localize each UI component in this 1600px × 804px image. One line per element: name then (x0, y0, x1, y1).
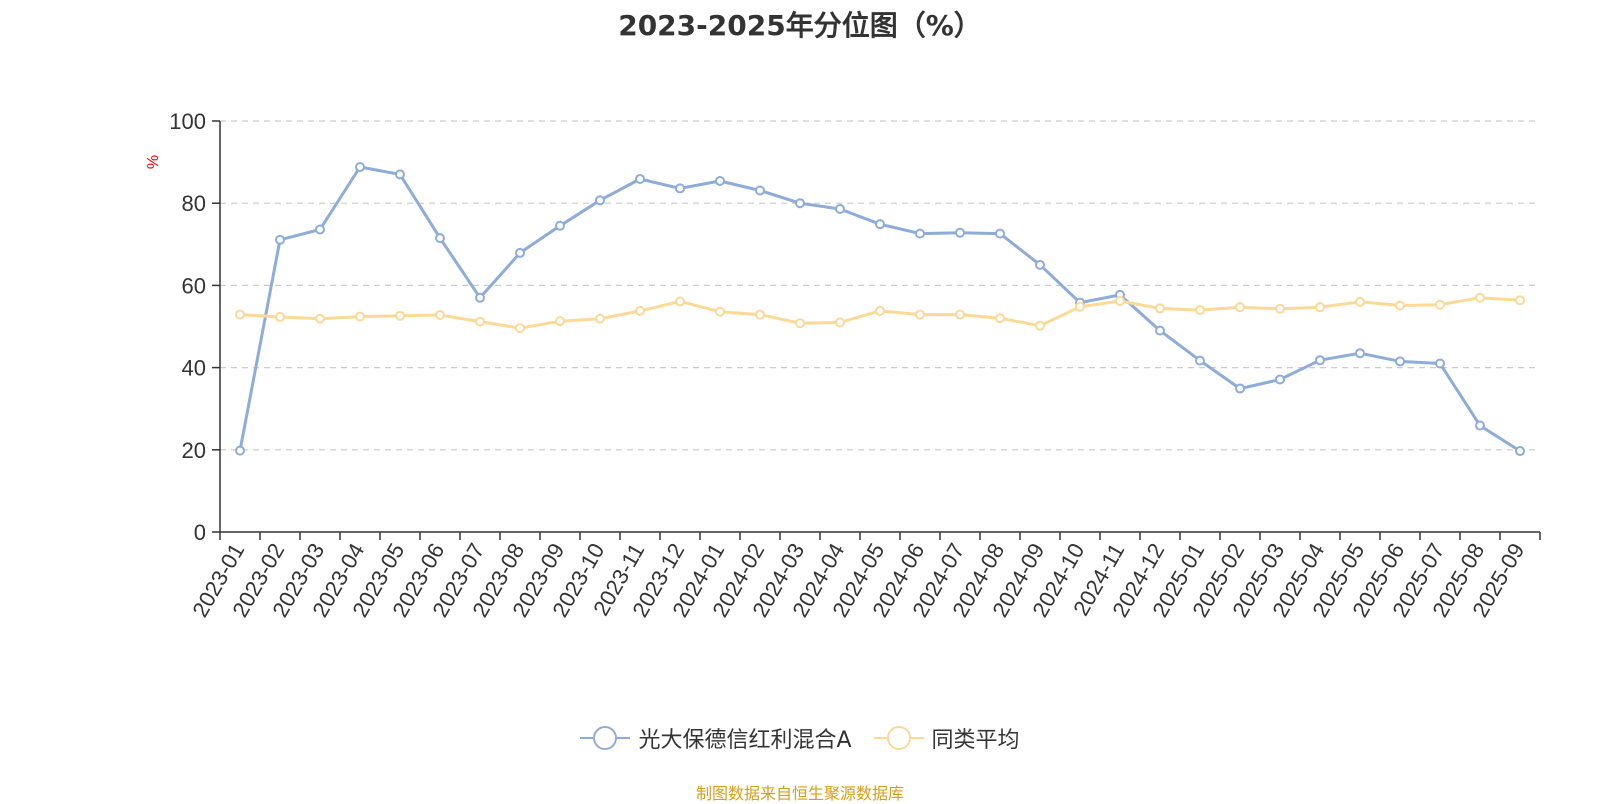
data-point-series-1 (275, 234, 285, 245)
data-point-series-2 (435, 309, 445, 320)
data-point-series-1 (1395, 356, 1405, 367)
data-point-series-2 (1035, 320, 1045, 331)
data-point-series-1 (595, 195, 605, 206)
data-point-series-2 (515, 323, 525, 334)
data-point-series-1 (235, 445, 245, 456)
data-source-footer: 制图数据来自恒生聚源数据库 (695, 784, 904, 803)
data-point-series-1 (915, 228, 925, 239)
data-point-series-2 (1155, 303, 1165, 314)
data-point-series-1 (1275, 374, 1285, 385)
data-point-series-1 (1315, 355, 1325, 366)
data-point-series-1 (555, 220, 565, 231)
y-tick-label: 40 (182, 356, 206, 381)
y-tick-label: 0 (194, 520, 206, 545)
data-point-series-2 (1075, 301, 1085, 312)
axes: 0204060801002023-012023-022023-032023-04… (169, 109, 1541, 621)
data-point-series-1 (475, 292, 485, 303)
y-tick-label: 20 (182, 438, 206, 463)
y-tick-label: 60 (182, 273, 206, 298)
data-point-series-1 (355, 162, 365, 173)
grid-lines (220, 120, 1540, 451)
series-lines (235, 162, 1525, 457)
data-point-series-2 (235, 309, 245, 320)
data-point-series-2 (1355, 296, 1365, 307)
data-point-series-2 (475, 316, 485, 327)
data-point-series-2 (715, 306, 725, 317)
data-point-series-2 (1515, 295, 1525, 306)
data-point-series-2 (635, 305, 645, 316)
data-point-series-2 (1315, 302, 1325, 313)
data-point-series-2 (1195, 305, 1205, 316)
data-point-series-1 (835, 203, 845, 214)
data-point-series-1 (675, 183, 685, 194)
data-point-series-1 (395, 169, 405, 180)
data-point-series-2 (315, 313, 325, 324)
data-point-series-2 (395, 310, 405, 321)
data-point-series-2 (355, 311, 365, 322)
data-point-series-1 (1515, 446, 1525, 457)
data-point-series-2 (1435, 299, 1445, 310)
data-point-series-1 (515, 247, 525, 258)
legend-marker-series-2 (873, 726, 924, 750)
data-point-series-2 (275, 312, 285, 323)
data-point-series-2 (875, 305, 885, 316)
data-point-series-2 (1395, 300, 1405, 311)
y-tick-label: 80 (182, 191, 206, 216)
legend-marker-series-1 (580, 726, 631, 750)
data-point-series-2 (955, 309, 965, 320)
chart-title: 2023-2025年分位图（%） (618, 9, 982, 42)
data-point-series-1 (1195, 355, 1205, 366)
data-point-series-2 (755, 309, 765, 320)
data-point-series-2 (995, 313, 1005, 324)
data-point-series-1 (755, 185, 765, 196)
data-point-series-1 (315, 224, 325, 235)
data-point-series-2 (595, 313, 605, 324)
legend-item-series-1[interactable]: 光大保德信红利混合A (580, 722, 852, 754)
data-point-series-1 (1155, 325, 1165, 336)
data-point-series-2 (1115, 296, 1125, 307)
data-point-series-2 (1475, 292, 1485, 303)
data-point-series-1 (435, 233, 445, 244)
data-point-series-1 (875, 219, 885, 230)
data-point-series-2 (795, 318, 805, 329)
y-axis-label: % (145, 155, 162, 169)
y-tick-label: 100 (169, 109, 206, 134)
data-point-series-1 (1355, 348, 1365, 359)
data-point-series-1 (635, 173, 645, 184)
data-point-series-1 (955, 227, 965, 238)
legend-item-series-2[interactable]: 同类平均 (873, 722, 1020, 754)
data-point-series-2 (835, 317, 845, 328)
data-point-series-1 (1435, 358, 1445, 369)
data-point-series-2 (1275, 303, 1285, 314)
data-point-series-1 (1235, 383, 1245, 394)
legend: 光大保德信红利混合A 同类平均 (0, 722, 1600, 754)
data-point-series-1 (715, 176, 725, 187)
data-point-series-1 (795, 198, 805, 209)
data-point-series-2 (555, 316, 565, 327)
data-point-series-2 (915, 309, 925, 320)
data-point-series-1 (1475, 420, 1485, 431)
legend-label-series-2: 同类平均 (931, 728, 1020, 753)
data-point-series-1 (1035, 259, 1045, 270)
legend-label-series-1: 光大保德信红利混合A (638, 728, 852, 753)
data-point-series-2 (1235, 302, 1245, 313)
data-point-series-1 (995, 228, 1005, 239)
data-point-series-2 (675, 296, 685, 307)
